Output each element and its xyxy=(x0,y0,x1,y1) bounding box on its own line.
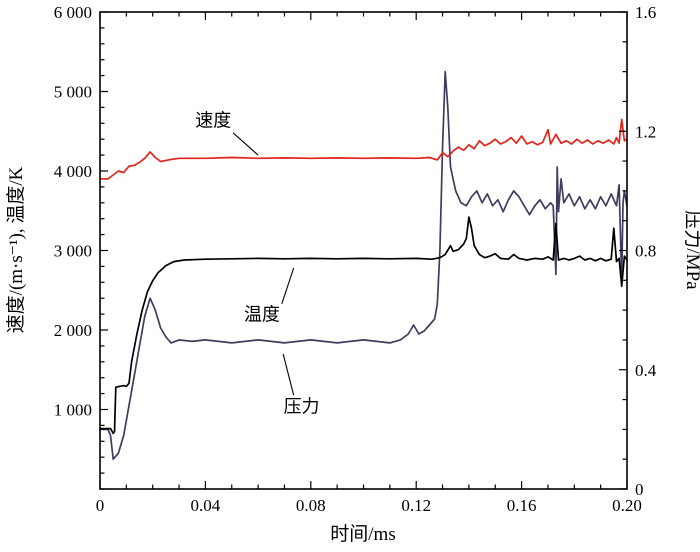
x-tick-label: 0 xyxy=(96,496,105,515)
y-right-tick-label: 0 xyxy=(635,480,644,499)
series-line-速度 xyxy=(99,118,628,180)
annotation-leader-line xyxy=(281,267,295,304)
y-left-tick-label: 4 000 xyxy=(54,162,92,181)
x-tick-label: 0.16 xyxy=(507,496,537,515)
annotation-leader-line xyxy=(232,132,259,156)
y-left-tick-label: 1 000 xyxy=(54,401,92,420)
annotation-leader-line xyxy=(282,353,295,396)
y-right-tick-label: 1.2 xyxy=(635,122,656,141)
y-left-tick-label: 6 000 xyxy=(54,3,92,22)
y-left-tick-label: 3 000 xyxy=(54,242,92,261)
series-label: 速度 xyxy=(195,110,231,130)
plot-frame xyxy=(99,11,628,490)
y-left-axis-title: 速度/(m·s⁻¹), 温度/K xyxy=(5,166,27,333)
x-tick-label: 0.04 xyxy=(191,496,221,515)
x-tick-label: 0.08 xyxy=(296,496,326,515)
x-tick-label: 0.12 xyxy=(401,496,431,515)
x-tick-label: 0.20 xyxy=(612,496,642,515)
y-left-tick-label: 5 000 xyxy=(54,83,92,102)
series-line-压力 xyxy=(99,70,628,461)
x-axis-title: 时间/ms xyxy=(330,523,395,545)
y-right-axis-title: 压力/MPa xyxy=(682,210,700,290)
series-label: 温度 xyxy=(244,304,280,324)
series-line-温度 xyxy=(99,216,628,435)
y-right-tick-label: 1.6 xyxy=(635,3,656,22)
y-left-tick-label: 2 000 xyxy=(54,321,92,340)
series-label: 压力 xyxy=(284,397,320,417)
y-right-tick-label: 0.8 xyxy=(635,242,656,261)
y-right-tick-label: 0.4 xyxy=(635,361,657,380)
